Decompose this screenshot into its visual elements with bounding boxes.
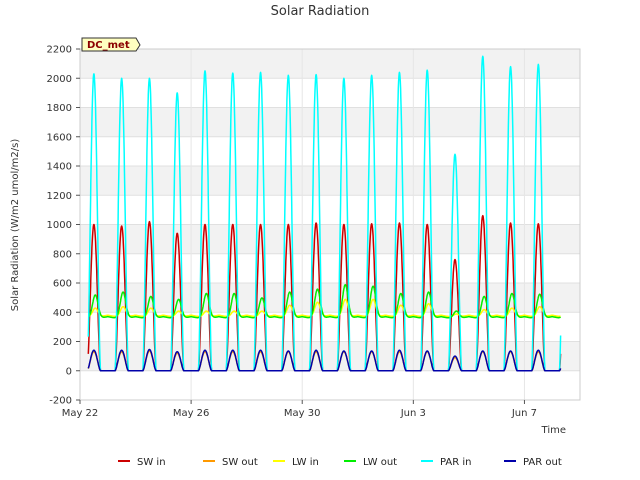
y-tick-label: 1200 <box>47 191 72 202</box>
y-tick-label: 200 <box>53 337 72 348</box>
y-tick-label: 2000 <box>47 74 72 85</box>
dc-met-badge: DC_met <box>81 37 141 52</box>
y-tick-label: -200 <box>49 396 72 407</box>
plot-band <box>80 166 580 196</box>
x-axis-title: Time <box>541 425 566 436</box>
y-tick-label: 1600 <box>47 132 72 143</box>
y-tick-label: 800 <box>53 249 72 260</box>
series-line-par-out <box>87 348 562 372</box>
y-tick-label: 1000 <box>47 220 72 231</box>
series-line-lw-out <box>87 283 562 319</box>
legend-label: LW in <box>292 457 319 468</box>
plot-band <box>80 224 580 254</box>
series-layer <box>87 55 562 372</box>
y-tick-label: 1800 <box>47 103 72 114</box>
x-tick-label: May 26 <box>173 408 210 419</box>
x-tick-label: May 30 <box>284 408 321 419</box>
plot-band <box>80 341 580 371</box>
y-tick-label: 0 <box>66 366 72 377</box>
y-tick-label: 400 <box>53 308 72 319</box>
legend-label: LW out <box>363 457 397 468</box>
legend-label: SW in <box>137 457 166 468</box>
y-tick-label: 600 <box>53 279 72 290</box>
legend-label: SW out <box>222 457 258 468</box>
badge-shape <box>81 37 141 52</box>
badge-label: DC_met <box>87 40 130 51</box>
legend-label: PAR out <box>523 457 562 468</box>
plot-band <box>80 107 580 137</box>
y-tick-label: 2200 <box>47 45 72 56</box>
y-axis-ticks: -200 0 200 400 600 800 1000 1200 1400 1600 1800 200… <box>47 45 80 407</box>
x-axis-ticks: May 22 May 26 May 30 Jun 3 Jun 7 <box>62 400 537 419</box>
legend: SW in SW out LW in LW out PAR in PAR out <box>118 457 562 468</box>
chart-title: Solar Radiation <box>271 4 370 19</box>
x-tick-label: May 22 <box>62 408 99 419</box>
y-tick-label: 1400 <box>47 162 72 173</box>
legend-label: PAR in <box>440 457 471 468</box>
x-tick-label: Jun 3 <box>400 408 426 419</box>
x-tick-label: Jun 7 <box>511 408 537 419</box>
plot-band <box>80 283 580 313</box>
plot-band <box>80 49 580 79</box>
y-axis-title: Solar Radiation (W/m2 umol/m2/s) <box>10 139 21 312</box>
